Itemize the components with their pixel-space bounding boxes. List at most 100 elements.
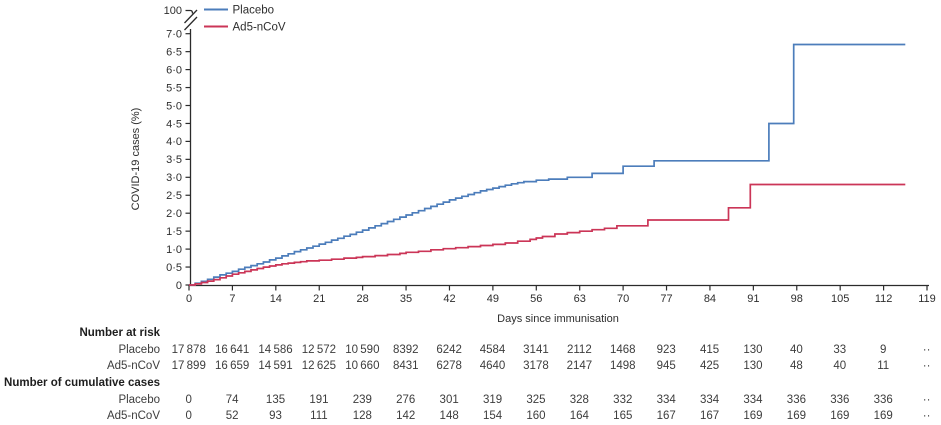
table-value: 16 641 — [214, 343, 250, 356]
table-value: 169 — [873, 410, 893, 423]
table-value: 945 — [656, 360, 676, 373]
table-row-label: Placebo — [118, 343, 160, 356]
table-value: 1468 — [609, 343, 636, 356]
table-value: 0 — [185, 393, 192, 406]
table-row: Ad5-nCoV 0 52 93 111 128 142 148 154 160 164 165 167… — [0, 408, 941, 425]
x-tick-label: 119 — [918, 293, 936, 305]
table-value: 33 — [833, 343, 847, 356]
table-value: ·· — [922, 393, 931, 406]
x-tick-label: 84 — [704, 293, 716, 305]
x-tick-label: 28 — [357, 293, 369, 305]
placebo-curve — [189, 43, 906, 286]
table-section-header: Number at risk — [79, 327, 160, 340]
table-value: 191 — [309, 393, 329, 406]
table-value: 167 — [656, 410, 676, 423]
table-value: 10 660 — [345, 360, 380, 373]
y-tick-label: 4·0 — [166, 136, 182, 148]
table-value: 334 — [743, 393, 763, 406]
x-tick-label: 21 — [313, 293, 325, 305]
table-value: 160 — [526, 410, 546, 423]
table-value: 12 625 — [301, 360, 337, 373]
table-value: 48 — [789, 360, 803, 373]
table-value: 239 — [352, 393, 372, 406]
y-tick-label: 0·5 — [166, 262, 182, 274]
table-value: 6242 — [436, 343, 462, 356]
table-value: 93 — [269, 410, 282, 423]
table-row: Placebo 0 74 135 191 239 276 301 319 325 328 332 334… — [0, 391, 941, 408]
y-tick-label: 4·5 — [166, 118, 182, 130]
table-value: 325 — [526, 393, 546, 406]
y-axis-title: COVID-19 cases (%) — [130, 108, 142, 211]
table-value: 415 — [699, 343, 720, 356]
table-value: 301 — [439, 393, 459, 406]
table-value: 148 — [439, 410, 459, 423]
table-row: Number at risk — [0, 325, 941, 342]
table-value: 3141 — [523, 343, 549, 356]
y-tick-label: 1·5 — [166, 226, 182, 238]
table-value: 17 899 — [171, 360, 206, 373]
y-tick-label: 2·5 — [166, 190, 182, 202]
table-value: 167 — [699, 410, 720, 423]
table-section-header: Number of cumulative cases — [4, 377, 160, 390]
table-row: Placebo 17 878 16 641 14 586 12 572 10 590 839… — [0, 342, 941, 359]
y-tick-label-100: 100 — [164, 5, 182, 17]
table-value: 9 — [880, 343, 887, 356]
number-at-risk-table: Number at risk Placebo 17 878 16 641 14 586 1… — [0, 325, 941, 425]
table-value: 111 — [310, 410, 328, 423]
table-row: Ad5-nCoV 17 899 16 659 14 591 12 625 10 660 84… — [0, 358, 941, 375]
table-value: 74 — [225, 393, 239, 406]
x-tick-label: 7 — [229, 293, 235, 305]
x-tick-label: 0 — [186, 293, 192, 305]
table-value: 12 572 — [301, 343, 337, 356]
table-value: 425 — [699, 360, 720, 373]
x-tick-label: 35 — [400, 293, 412, 305]
table-value: 135 — [265, 393, 286, 406]
table-row-label: Ad5-nCoV — [106, 410, 160, 423]
table-value: 130 — [743, 360, 763, 373]
table-value: 8431 — [392, 360, 419, 373]
axis-break-slash — [184, 9, 198, 24]
x-tick-label: 112 — [875, 293, 893, 305]
table-value: 8392 — [392, 343, 419, 356]
table-value: 128 — [352, 410, 372, 423]
table-row-label: Placebo — [118, 393, 160, 406]
table-value: 2112 — [566, 343, 592, 356]
table-value: 1498 — [609, 360, 636, 373]
table-value: 164 — [569, 410, 589, 423]
table-value: 923 — [656, 343, 676, 356]
table-value: 3178 — [523, 360, 549, 373]
y-tick-label: 7·0 — [166, 29, 182, 41]
x-tick-label: 70 — [617, 293, 629, 305]
km-chart: 100 7·0 6·5 6·0 5·5 5·0 4·5 4·0 3·5 3·0 2·5 2·0 1·5 1… — [130, 5, 936, 326]
y-tick-label: 6·5 — [166, 46, 182, 58]
y-tick-label: 6·0 — [166, 64, 182, 76]
table-value: 276 — [396, 393, 416, 406]
x-tick-label: 105 — [831, 293, 849, 305]
survival-curves — [189, 43, 906, 286]
table-value: 130 — [743, 343, 763, 356]
axes: 100 7·0 6·5 6·0 5·5 5·0 4·5 4·0 3·5 3·0 2·5 2·0 1·5 1… — [164, 5, 936, 305]
y-tick-label: 1·0 — [166, 244, 182, 256]
y-axis-100-tick — [185, 9, 194, 14]
table-value: 10 590 — [345, 343, 380, 356]
table-row-label: Ad5-nCoV — [106, 360, 160, 373]
y-tick-label: 5·0 — [166, 100, 182, 112]
table-value: 169 — [786, 410, 806, 423]
x-axis-title: Days since immunisation — [497, 313, 619, 325]
table-value: 6278 — [436, 360, 462, 373]
table-value: 142 — [396, 410, 416, 423]
table-value: ·· — [922, 410, 931, 423]
table-value: 14 591 — [258, 360, 293, 373]
x-tick-label: 91 — [747, 293, 759, 305]
x-tick-label: 77 — [660, 293, 672, 305]
table-value: 169 — [743, 410, 763, 423]
y-tick-label: 5·5 — [166, 82, 182, 94]
x-tick-label: 42 — [443, 293, 455, 305]
legend-label: Ad5-nCoV — [233, 22, 286, 34]
table-value: 334 — [656, 393, 676, 406]
ad5-ncov-curve — [189, 183, 906, 286]
table-value: 11 — [877, 360, 890, 373]
x-tick-label: 63 — [574, 293, 586, 305]
table-row: Number of cumulative cases — [0, 375, 941, 392]
table-value: 0 — [185, 410, 192, 423]
